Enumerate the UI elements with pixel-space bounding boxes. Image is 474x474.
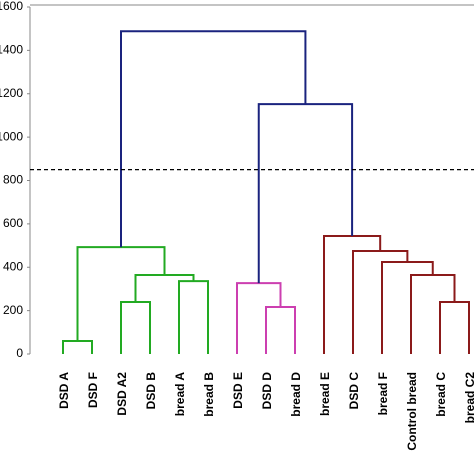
leaf-label: DSD E [231,372,245,409]
y-tick-label: 1000 [0,129,23,143]
leaf-label: DSD A [57,372,71,409]
link [257,103,354,284]
y-tick-label: 600 [3,216,23,230]
leaf-label: bread C2 [463,372,474,424]
link [62,339,93,354]
y-tick-label: 0 [16,346,23,360]
leaf-label: DSD A2 [115,372,129,416]
y-tick-label: 400 [3,259,23,273]
link [120,300,151,354]
leaf-label: bread B [202,372,216,417]
link [352,249,409,354]
link [134,274,195,302]
link [76,246,166,341]
leaf-label: DSD C [347,372,361,410]
y-tick-label: 800 [3,173,23,187]
link [439,300,470,354]
y-tick-label: 200 [3,303,23,317]
link [265,305,296,354]
leaf-label: DSD D [260,372,274,410]
y-tick-label: 1600 [0,0,23,13]
y-tick-label: 1400 [0,43,23,57]
y-tick-label: 1200 [0,86,23,100]
leaf-label: bread E [318,372,332,416]
leaf-label: DSD F [86,372,100,408]
leaf-label: bread C [434,372,448,417]
leaf-label: bread F [376,372,390,415]
leaf-label: Control bread [405,372,419,451]
link [178,280,209,354]
link [410,274,456,354]
link [120,30,307,248]
link [236,282,282,354]
leaf-label: bread A [173,372,187,417]
leaf-label: bread D [289,372,303,417]
leaf-label: DSD B [144,372,158,410]
